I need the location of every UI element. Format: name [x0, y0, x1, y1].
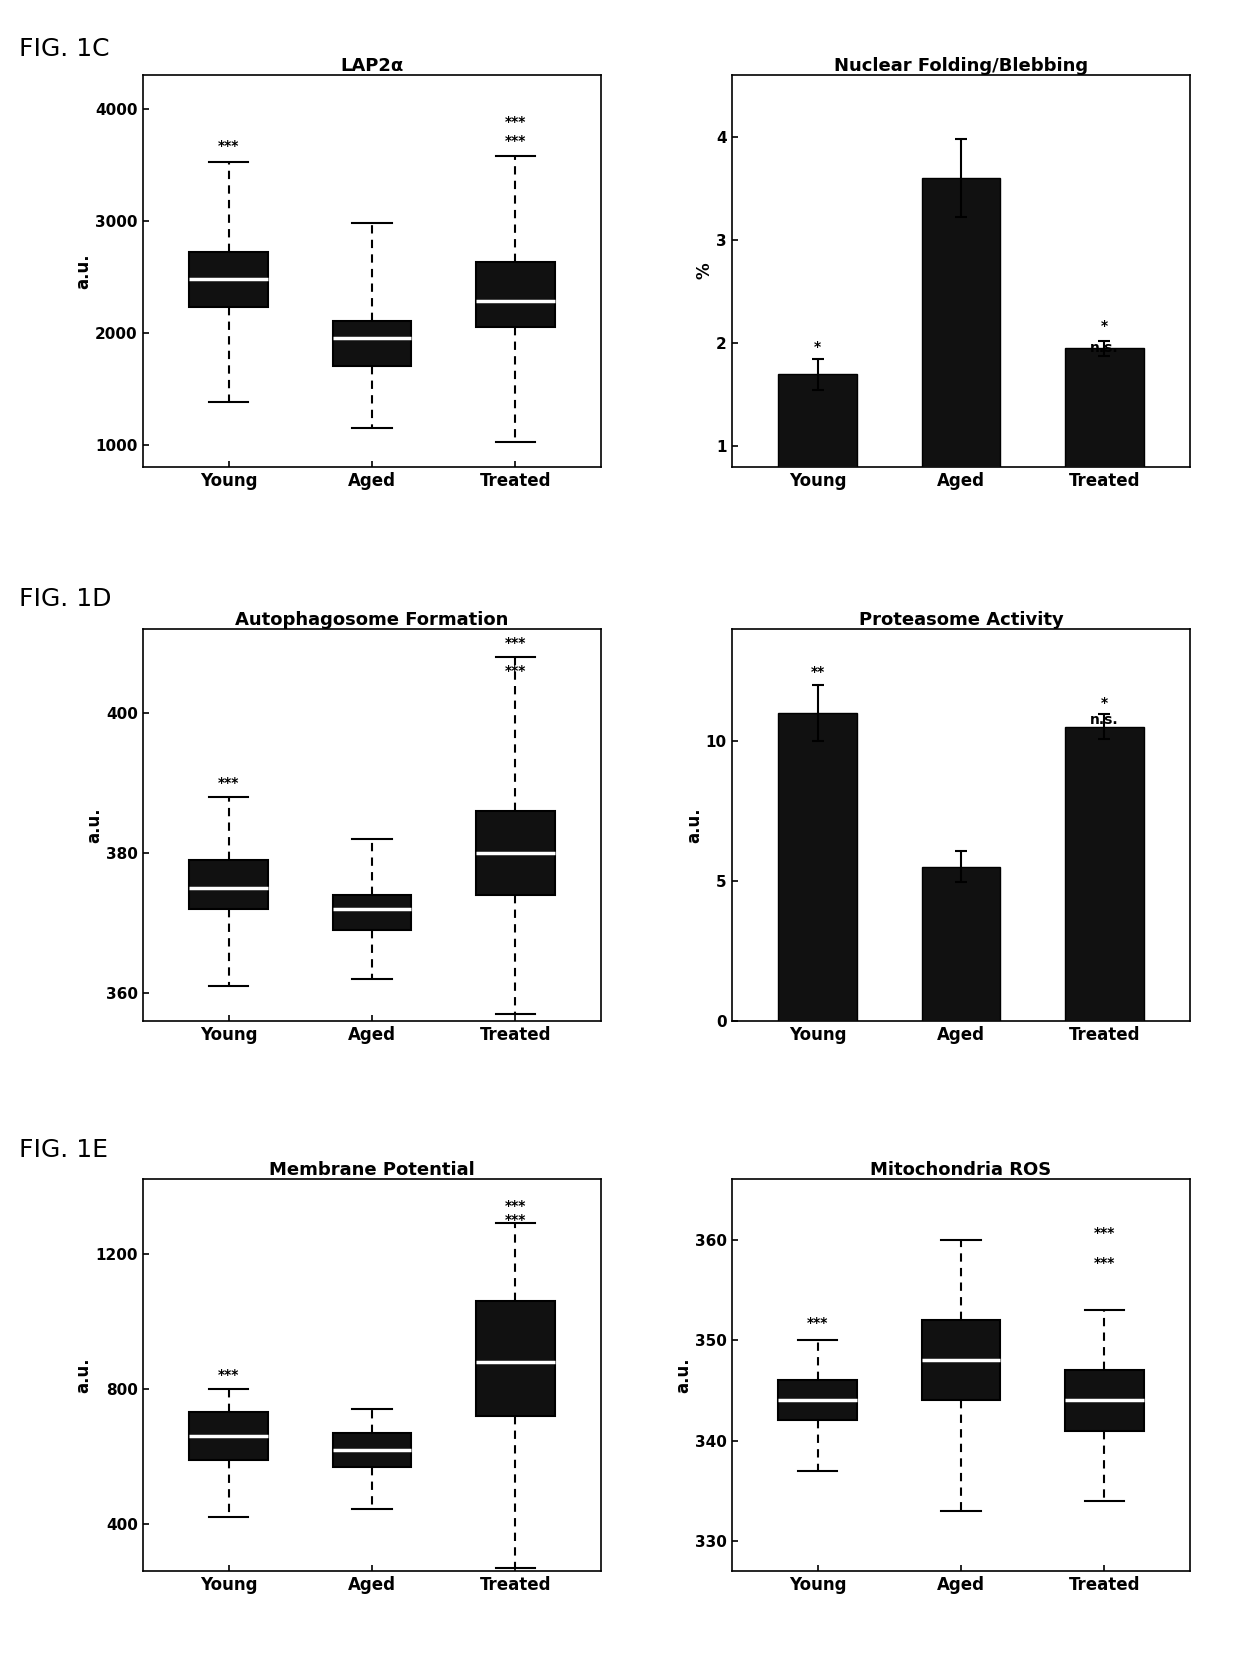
- PathPatch shape: [476, 262, 554, 327]
- Text: ***: ***: [218, 140, 239, 153]
- Bar: [779, 712, 857, 1021]
- Text: ***: ***: [1094, 1226, 1115, 1239]
- Text: ***: ***: [505, 133, 526, 148]
- Text: *: *: [815, 340, 821, 354]
- PathPatch shape: [476, 811, 554, 894]
- Y-axis label: a.u.: a.u.: [74, 1358, 93, 1393]
- Bar: [1065, 349, 1143, 549]
- Title: Nuclear Folding/Blebbing: Nuclear Folding/Blebbing: [835, 57, 1087, 75]
- Y-axis label: a.u.: a.u.: [86, 807, 103, 842]
- Text: ***: ***: [505, 636, 526, 651]
- Text: ***: ***: [505, 1213, 526, 1226]
- Bar: [1065, 727, 1143, 1021]
- Text: FIG. 1C: FIG. 1C: [19, 37, 109, 60]
- Bar: [921, 867, 1001, 1021]
- PathPatch shape: [1065, 1369, 1143, 1431]
- Text: ***: ***: [807, 1316, 828, 1329]
- Text: FIG. 1E: FIG. 1E: [19, 1138, 108, 1161]
- PathPatch shape: [476, 1301, 554, 1416]
- Title: LAP2α: LAP2α: [340, 57, 404, 75]
- Y-axis label: a.u.: a.u.: [675, 1358, 692, 1393]
- Text: ***: ***: [505, 115, 526, 128]
- Text: **: **: [811, 666, 825, 679]
- PathPatch shape: [332, 894, 412, 929]
- PathPatch shape: [190, 1413, 268, 1460]
- Y-axis label: a.u.: a.u.: [684, 807, 703, 842]
- Text: ***: ***: [218, 1368, 239, 1383]
- PathPatch shape: [332, 322, 412, 367]
- Text: *: *: [1101, 696, 1107, 711]
- Text: ***: ***: [505, 664, 526, 677]
- Text: FIG. 1D: FIG. 1D: [19, 587, 112, 610]
- PathPatch shape: [190, 252, 268, 307]
- PathPatch shape: [921, 1319, 1001, 1401]
- Bar: [779, 374, 857, 549]
- Title: Autophagosome Formation: Autophagosome Formation: [236, 610, 508, 629]
- Text: ***: ***: [505, 1199, 526, 1213]
- Text: ***: ***: [218, 776, 239, 791]
- Bar: [921, 178, 1001, 549]
- Title: Mitochondria ROS: Mitochondria ROS: [870, 1161, 1052, 1179]
- Title: Proteasome Activity: Proteasome Activity: [858, 610, 1064, 629]
- PathPatch shape: [332, 1433, 412, 1466]
- Title: Membrane Potential: Membrane Potential: [269, 1161, 475, 1179]
- Text: ***: ***: [1094, 1256, 1115, 1269]
- Y-axis label: %: %: [696, 264, 713, 279]
- PathPatch shape: [190, 859, 268, 909]
- Text: *: *: [1101, 319, 1107, 334]
- PathPatch shape: [779, 1381, 857, 1421]
- Text: n.s.: n.s.: [1090, 342, 1118, 355]
- Text: n.s.: n.s.: [1090, 712, 1118, 727]
- Y-axis label: a.u.: a.u.: [74, 254, 92, 289]
